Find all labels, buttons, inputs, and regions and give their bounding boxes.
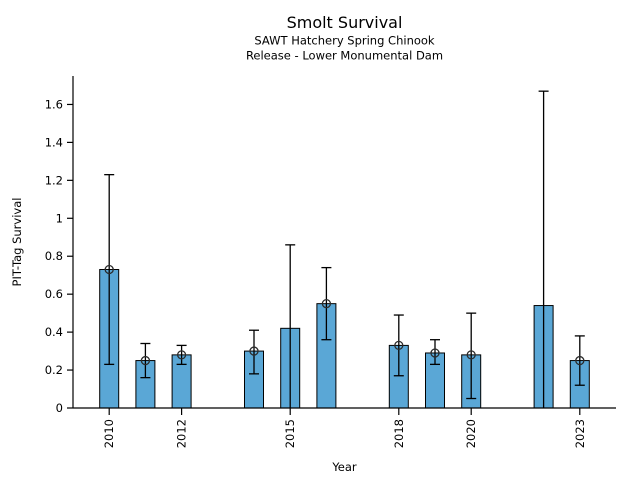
error-bars-layer xyxy=(104,90,585,408)
chart-title: Smolt Survival xyxy=(287,13,403,32)
x-axis-label: Year xyxy=(331,460,357,474)
survival-marker-2014 xyxy=(249,346,259,356)
y-tick-label-1.6: 1.6 xyxy=(45,97,63,111)
survival-marker-2012 xyxy=(176,350,187,360)
x-tick-label-2023: 2023 xyxy=(573,419,587,448)
x-tick-label-2015: 2015 xyxy=(283,419,297,448)
survival-marker-2011 xyxy=(140,355,151,366)
survival-marker-2010 xyxy=(104,264,114,275)
bars-layer xyxy=(99,269,590,409)
y-ticks-layer: 0 0.2 0.4 0.6 0.8 1 1.2 1.4 1.6 xyxy=(45,97,73,415)
survival-marker-2018 xyxy=(394,340,404,351)
x-tick-label-2020: 2020 xyxy=(464,419,478,448)
survival-marker-2016 xyxy=(321,299,332,309)
y-tick-label-0: 0 xyxy=(56,401,63,415)
y-tick-label-0.4: 0.4 xyxy=(45,325,63,339)
survival-marker-2020 xyxy=(466,350,476,360)
y-tick-label-0.6: 0.6 xyxy=(45,287,63,301)
x-tick-label-2012: 2012 xyxy=(175,419,189,448)
chart-subtitle-1: SAWT Hatchery Spring Chinook xyxy=(254,34,435,48)
chart-subtitle-2: Release - Lower Monumental Dam xyxy=(246,49,443,63)
y-axis-label: PIT-Tag Survival xyxy=(10,198,24,287)
x-ticks-layer: 2010 2012 2015 2018 2020 2023 xyxy=(102,408,587,448)
y-tick-label-0.8: 0.8 xyxy=(45,249,63,263)
y-tick-label-1.4: 1.4 xyxy=(45,135,63,149)
survival-marker-2019 xyxy=(430,348,440,358)
y-tick-label-1: 1 xyxy=(56,211,63,225)
y-tick-label-1.2: 1.2 xyxy=(45,173,63,187)
markers-layer xyxy=(104,264,585,366)
x-tick-label-2018: 2018 xyxy=(392,419,406,448)
y-tick-label-0.2: 0.2 xyxy=(45,363,63,377)
x-tick-label-2010: 2010 xyxy=(102,419,116,448)
survival-marker-2023 xyxy=(575,355,585,366)
